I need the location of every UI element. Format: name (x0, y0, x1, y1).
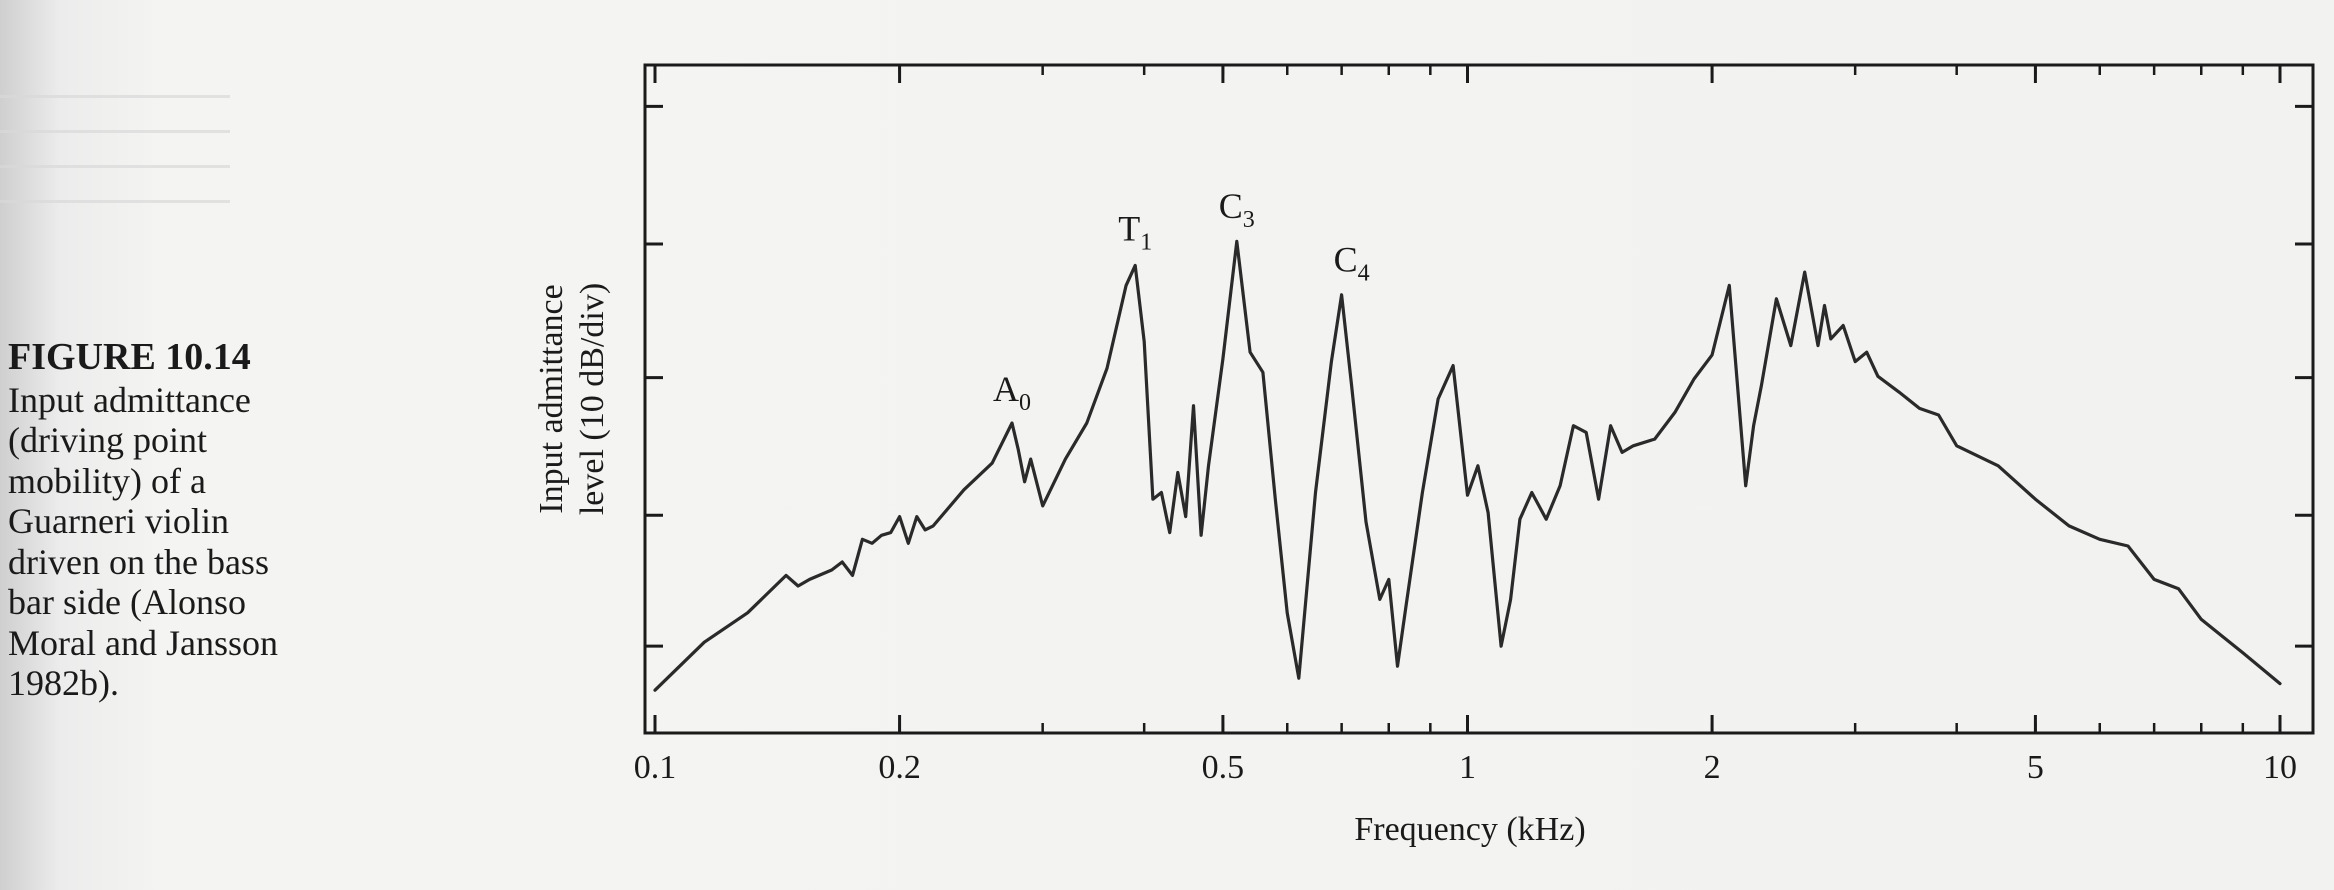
figure-caption: FIGURE 10.14 Input admittance (driving p… (8, 337, 363, 704)
figure-number: FIGURE 10.14 (8, 336, 251, 378)
bleed-through-line (0, 200, 230, 203)
x-tick-label: 1 (1459, 749, 1476, 786)
x-tick-labels: 0.1 0.2 0.5 1 2 5 10 (634, 749, 2297, 786)
x-tick-label: 5 (2027, 749, 2044, 786)
bleed-through-line (0, 95, 230, 98)
x-major-ticks (653, 65, 2282, 733)
x-axis-label: Frequency (kHz) (1354, 811, 1585, 848)
peak-label: C3 (1219, 186, 1255, 233)
y-ticks (645, 104, 2313, 648)
peak-labels: A0 T1 C3 C4 (993, 186, 1370, 416)
y-axis-label-line-1: Input admittance (533, 284, 570, 513)
x-tick-label: 0.2 (878, 749, 921, 786)
book-page-margin (0, 0, 330, 890)
x-minor-ticks (653, 65, 2282, 733)
peak-label: C4 (1334, 239, 1370, 286)
figure-description: Input admittance (driving point mobility… (8, 379, 278, 704)
x-tick-label: 2 (1704, 749, 1721, 786)
bleed-through-line (0, 165, 230, 168)
x-tick-label: 0.1 (634, 749, 677, 786)
admittance-curve (653, 239, 2282, 692)
y-axis-label-line-2: level (10 dB/div) (574, 283, 611, 515)
plot-frame (643, 63, 2315, 735)
peak-label: A0 (993, 369, 1031, 416)
bleed-through-line (0, 130, 230, 133)
x-tick-label: 10 (2263, 749, 2297, 786)
peak-label: T1 (1118, 209, 1152, 256)
x-tick-label: 0.5 (1202, 749, 1245, 786)
